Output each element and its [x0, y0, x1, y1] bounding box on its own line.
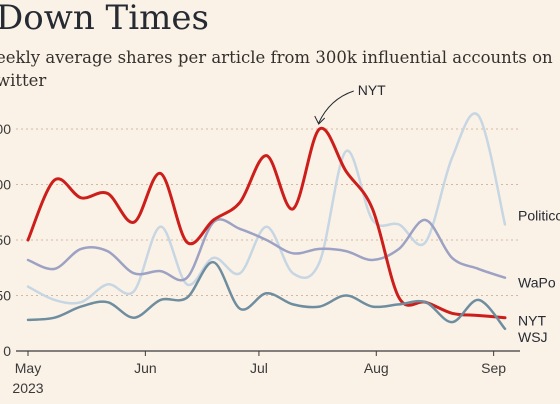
annotation-label: NYT — [358, 82, 386, 98]
chart-subtitle: eekly average shares per article from 30… — [0, 48, 553, 90]
series-layer — [26, 112, 507, 331]
series-line-politico — [26, 112, 507, 305]
x-tick-label: Aug — [364, 360, 389, 376]
series-line-wapo — [26, 218, 507, 282]
annotation-arrowhead — [314, 115, 326, 125]
series-label-politico: Politico — [518, 207, 560, 223]
series-label-wapo: WaPo — [518, 275, 556, 291]
y-tick-label: 50 — [0, 232, 11, 248]
x-tick-label: May — [15, 360, 41, 376]
annotation-arrow — [318, 90, 354, 124]
y-tick-label: 00 — [0, 121, 11, 137]
series-label-wsj: WSJ — [518, 329, 548, 345]
x-tick-label: 2023 — [12, 380, 43, 396]
chart-title: Down Times — [0, 0, 209, 38]
tick-layer: 0 50 50 00 00 May 2023 Jun Jul Aug Sep — [0, 121, 506, 396]
x-tick-label: Sep — [481, 360, 506, 376]
x-tick-label: Jul — [250, 360, 268, 376]
y-tick-label: 0 — [3, 343, 11, 359]
y-tick-label: 50 — [0, 288, 11, 304]
series-line-wsj — [26, 260, 507, 331]
y-tick-label: 00 — [0, 177, 11, 193]
series-label-nyt: NYT — [518, 313, 546, 329]
x-tick-label: Jun — [134, 360, 157, 376]
